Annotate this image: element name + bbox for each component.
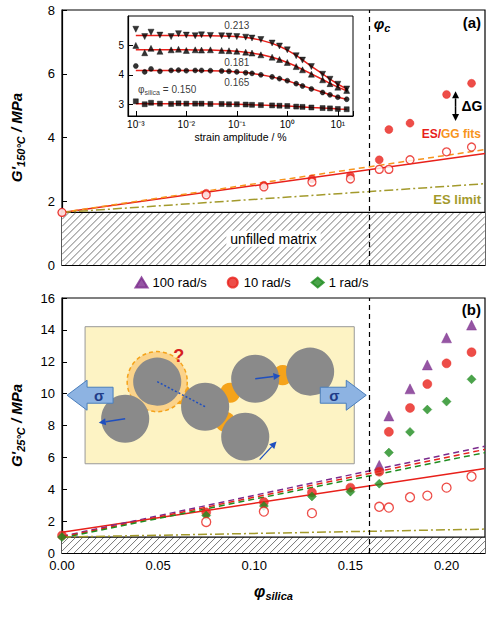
svg-text:10¹: 10¹	[331, 119, 346, 130]
svg-text:100 rad/s: 100 rad/s	[153, 275, 208, 290]
svg-text:0.181: 0.181	[224, 57, 249, 68]
svg-text:σ: σ	[94, 387, 104, 404]
svg-text:G': G'	[8, 166, 25, 182]
svg-text:0.213: 0.213	[224, 20, 249, 31]
svg-text:25°C: 25°C	[15, 426, 27, 453]
svg-text:σ: σ	[329, 387, 339, 404]
svg-text:φ: φ	[374, 15, 385, 32]
svg-text:φ: φ	[138, 84, 145, 96]
svg-text:2: 2	[48, 514, 55, 529]
svg-text:8: 8	[48, 418, 55, 433]
svg-text:10⁰: 10⁰	[280, 119, 295, 130]
svg-text:0.00: 0.00	[49, 558, 74, 573]
svg-text:12: 12	[41, 354, 55, 369]
svg-text:(a): (a)	[463, 14, 481, 31]
svg-text:4: 4	[118, 69, 124, 80]
svg-text:ΔG: ΔG	[462, 98, 483, 114]
svg-text:2: 2	[48, 194, 55, 209]
svg-text:fits: fits	[460, 127, 482, 141]
svg-text:16: 16	[41, 291, 55, 306]
svg-text:?: ?	[173, 346, 184, 366]
svg-text:8: 8	[48, 3, 55, 18]
svg-text:0.20: 0.20	[434, 558, 459, 573]
svg-text:silica: silica	[265, 590, 293, 602]
svg-text:150°C: 150°C	[15, 135, 27, 167]
svg-text:0.15: 0.15	[338, 558, 363, 573]
svg-text:ES limit: ES limit	[433, 192, 481, 207]
svg-text:/ MPa: / MPa	[8, 384, 25, 427]
svg-text:G': G'	[8, 451, 25, 467]
svg-text:6: 6	[48, 66, 55, 81]
svg-text:4: 4	[48, 130, 55, 145]
svg-text:10: 10	[41, 386, 55, 401]
svg-text:10⁻¹: 10⁻¹	[228, 119, 246, 130]
svg-text:0.165: 0.165	[224, 77, 249, 88]
svg-text:3: 3	[118, 99, 124, 110]
svg-text:10⁻³: 10⁻³	[127, 119, 145, 130]
svg-text:0.05: 0.05	[145, 558, 170, 573]
svg-text:unfilled matrix: unfilled matrix	[230, 231, 316, 247]
svg-text:10 rad/s: 10 rad/s	[244, 275, 291, 290]
svg-text:0.10: 0.10	[242, 558, 267, 573]
svg-text:5: 5	[118, 40, 124, 51]
svg-text:4: 4	[48, 482, 55, 497]
svg-text:silica: silica	[144, 89, 160, 96]
svg-text:1 rad/s: 1 rad/s	[329, 275, 369, 290]
svg-text:0: 0	[47, 545, 55, 561]
svg-text:GG: GG	[441, 127, 460, 141]
svg-text:ES/: ES/	[422, 127, 442, 141]
svg-text:strain amplitude / %: strain amplitude / %	[194, 131, 286, 143]
svg-text:c: c	[384, 22, 390, 34]
svg-text:φ: φ	[254, 583, 265, 600]
svg-text:6: 6	[48, 450, 55, 465]
svg-text:/ MPa: / MPa	[8, 93, 25, 136]
svg-text:(b): (b)	[462, 301, 481, 318]
svg-text:0: 0	[48, 258, 55, 273]
svg-text:14: 14	[41, 322, 55, 337]
svg-text:= 0.150: = 0.150	[160, 84, 197, 95]
svg-text:10⁻²: 10⁻²	[178, 119, 196, 130]
